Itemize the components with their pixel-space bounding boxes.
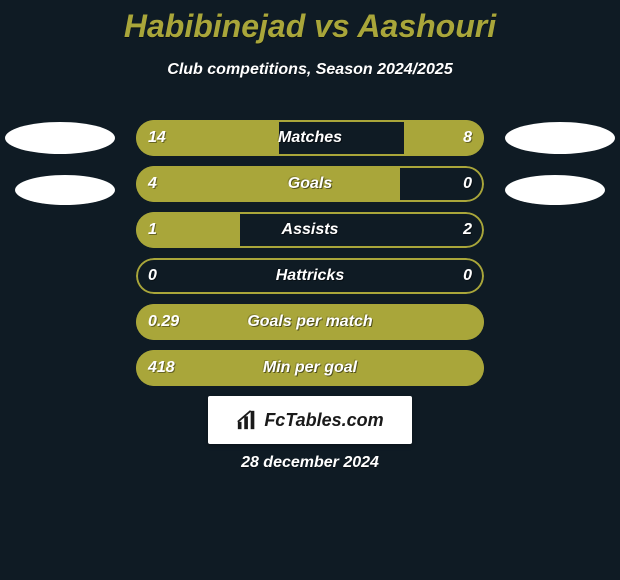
fctables-logo-text: FcTables.com bbox=[264, 410, 383, 431]
snapshot-date: 28 december 2024 bbox=[0, 454, 620, 472]
stat-label: Min per goal bbox=[136, 350, 484, 386]
player-left-photo-placeholder-top bbox=[5, 122, 115, 154]
bar-chart-icon bbox=[236, 409, 258, 431]
page-subtitle: Club competitions, Season 2024/2025 bbox=[0, 61, 620, 79]
fctables-logo: FcTables.com bbox=[208, 396, 412, 444]
stat-label: Hattricks bbox=[136, 258, 484, 294]
player-right-photo-placeholder-bottom bbox=[505, 175, 605, 205]
stat-label: Goals bbox=[136, 166, 484, 202]
stat-value-right: 2 bbox=[463, 212, 472, 248]
stat-label: Goals per match bbox=[136, 304, 484, 340]
page-title: Habibinejad vs Aashouri bbox=[0, 0, 620, 45]
stat-row: 4Goals0 bbox=[136, 166, 484, 202]
stat-row: 0.29Goals per match bbox=[136, 304, 484, 340]
stat-row: 0Hattricks0 bbox=[136, 258, 484, 294]
stat-row: 418Min per goal bbox=[136, 350, 484, 386]
stat-row: 14Matches8 bbox=[136, 120, 484, 156]
stat-label: Assists bbox=[136, 212, 484, 248]
stat-rows: 14Matches84Goals01Assists20Hattricks00.2… bbox=[136, 120, 484, 396]
stat-label: Matches bbox=[136, 120, 484, 156]
stat-value-right: 0 bbox=[463, 258, 472, 294]
player-left-photo-placeholder-bottom bbox=[15, 175, 115, 205]
stat-row: 1Assists2 bbox=[136, 212, 484, 248]
stat-value-right: 0 bbox=[463, 166, 472, 202]
stat-value-right: 8 bbox=[463, 120, 472, 156]
player-right-photo-placeholder-top bbox=[505, 122, 615, 154]
